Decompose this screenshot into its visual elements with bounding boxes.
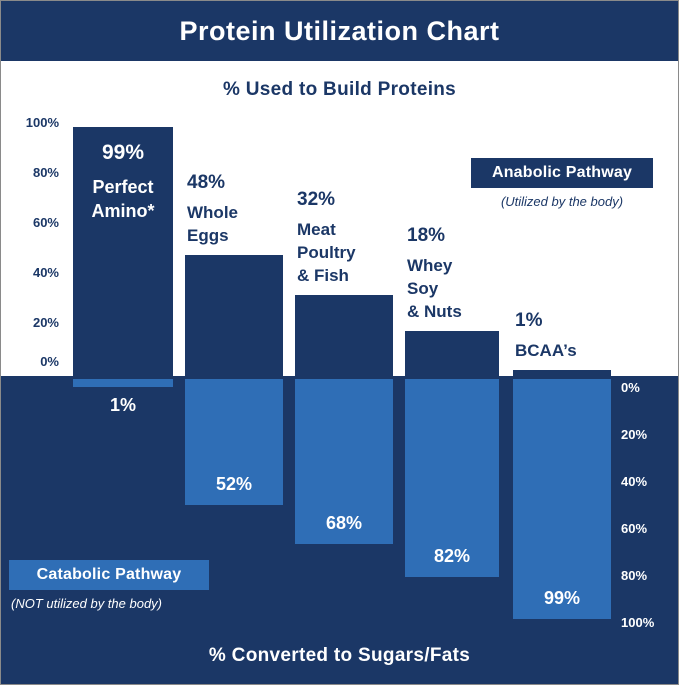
y-axis-tick-lower: 60% <box>621 521 648 536</box>
catabolic-pathway-label: Catabolic Pathway <box>36 566 182 583</box>
catabolic-bar: 99% <box>513 379 611 619</box>
category-label: Whole <box>187 203 238 223</box>
category-label: Eggs <box>187 226 229 246</box>
catabolic-bar <box>73 379 173 387</box>
category-label: Amino* <box>91 200 155 221</box>
anabolic-pct-label: 99% <box>101 140 145 164</box>
y-axis-tick-lower: 20% <box>621 427 648 442</box>
y-axis-tick-upper: 0% <box>40 354 59 369</box>
y-axis-tick-lower: 80% <box>621 568 648 583</box>
category-label: Whey <box>407 255 453 275</box>
anabolic-bar <box>185 255 283 376</box>
y-axis-tick-upper: 20% <box>32 315 59 330</box>
anabolic-bar-label: 32% Meat Poultry & Fish <box>297 189 415 287</box>
catabolic-bar: 52% <box>185 379 283 505</box>
catabolic-pct-label: 52% <box>215 473 253 494</box>
catabolic-bar: 82% <box>405 379 499 578</box>
chart-header: Protein Utilization Chart <box>1 1 678 61</box>
category-label: & Nuts <box>407 301 462 321</box>
y-axis-tick-upper: 100% <box>25 115 59 130</box>
anabolic-bar: 99% Perfect Amino* <box>73 126 173 376</box>
anabolic-bar-label: 99% Perfect Amino* <box>73 141 173 223</box>
category-label: Soy <box>407 278 439 298</box>
anabolic-bar <box>513 370 611 376</box>
anabolic-pct-label: 48% <box>187 172 226 194</box>
anabolic-bar <box>295 295 393 376</box>
category-label: Meat <box>297 220 336 240</box>
anabolic-bar-label: 18% Whey Soy & Nuts <box>407 225 521 323</box>
category-label: Poultry <box>297 243 356 263</box>
catabolic-section-title: % Converted to Sugars/Fats <box>208 645 471 666</box>
catabolic-pct-label: 99% <box>543 587 581 608</box>
anabolic-bar <box>405 330 499 376</box>
anabolic-section-title: % Used to Build Proteins <box>222 79 457 100</box>
anabolic-bar-label: 48% Whole Eggs <box>187 172 305 247</box>
y-axis-tick-lower: 40% <box>621 474 648 489</box>
y-axis-tick-lower: 0% <box>621 380 640 395</box>
category-label: & Fish <box>297 266 349 286</box>
catabolic-bar: 68% <box>295 379 393 544</box>
category-label: BCAA’s <box>515 341 577 360</box>
catabolic-pct-label: 82% <box>433 546 471 567</box>
y-axis-tick-lower: 100% <box>621 615 655 630</box>
catabolic-pathway-badge: Catabolic Pathway <box>9 560 209 590</box>
catabolic-pathway-note: (NOT utilized by the body) <box>11 596 163 611</box>
anabolic-pct-label: 1% <box>515 310 543 331</box>
y-axis-tick-upper: 80% <box>32 165 59 180</box>
y-axis-tick-upper: 60% <box>32 215 59 230</box>
catabolic-pct-label: 68% <box>325 512 363 533</box>
y-axis-tick-upper: 40% <box>32 265 59 280</box>
anabolic-pct-label: 32% <box>297 189 336 211</box>
anabolic-pathway-badge: Anabolic Pathway <box>471 158 653 188</box>
anabolic-pct-label: 18% <box>407 224 446 246</box>
catabolic-pct-label: 1% <box>109 395 136 415</box>
anabolic-pathway-note: (Utilized by the body) <box>500 194 624 209</box>
page-title: Protein Utilization Chart <box>179 15 500 46</box>
category-label: Perfect <box>92 176 154 197</box>
anabolic-pathway-label: Anabolic Pathway <box>491 164 633 181</box>
anabolic-bar-label: 1% BCAA’s <box>515 310 633 362</box>
